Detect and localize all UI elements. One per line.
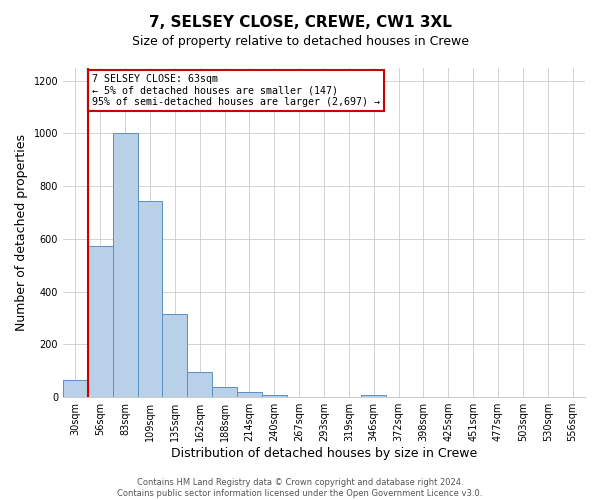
Bar bbox=[361, 394, 386, 397]
Bar bbox=[237, 392, 262, 397]
Text: 7, SELSEY CLOSE, CREWE, CW1 3XL: 7, SELSEY CLOSE, CREWE, CW1 3XL bbox=[149, 15, 451, 30]
Bar bbox=[88, 246, 113, 397]
Bar bbox=[63, 380, 88, 397]
Bar bbox=[262, 394, 287, 397]
Y-axis label: Number of detached properties: Number of detached properties bbox=[15, 134, 28, 331]
Bar bbox=[163, 314, 187, 397]
Bar bbox=[113, 134, 137, 397]
X-axis label: Distribution of detached houses by size in Crewe: Distribution of detached houses by size … bbox=[171, 447, 477, 460]
Bar bbox=[137, 200, 163, 397]
Text: Contains HM Land Registry data © Crown copyright and database right 2024.
Contai: Contains HM Land Registry data © Crown c… bbox=[118, 478, 482, 498]
Text: 7 SELSEY CLOSE: 63sqm
← 5% of detached houses are smaller (147)
95% of semi-deta: 7 SELSEY CLOSE: 63sqm ← 5% of detached h… bbox=[92, 74, 380, 108]
Bar bbox=[187, 372, 212, 397]
Text: Size of property relative to detached houses in Crewe: Size of property relative to detached ho… bbox=[131, 35, 469, 48]
Bar bbox=[212, 387, 237, 397]
